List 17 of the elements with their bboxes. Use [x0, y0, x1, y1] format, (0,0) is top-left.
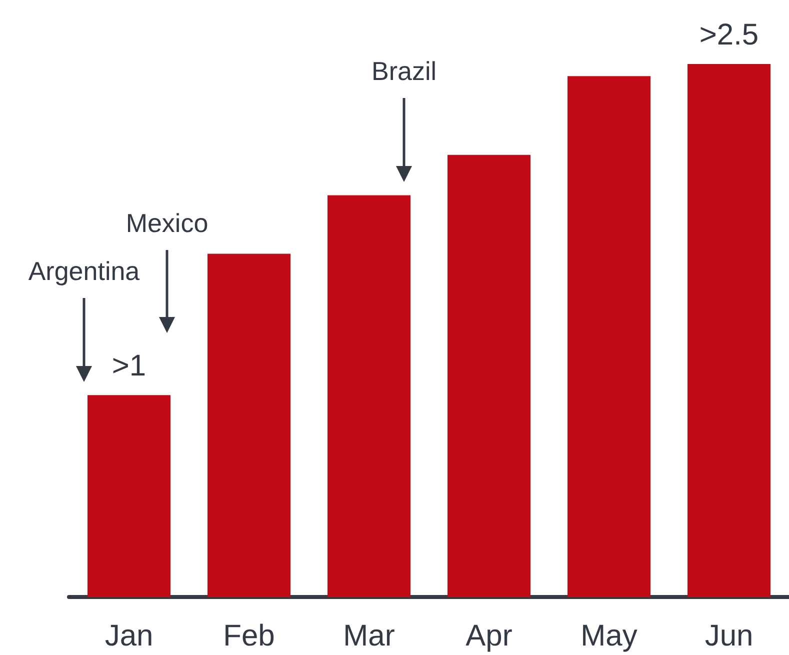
x-tick-label: Feb: [223, 620, 275, 652]
annotation: Brazil: [371, 56, 437, 86]
bar: [208, 254, 290, 597]
bar: [448, 154, 530, 597]
x-tick-label: Jun: [704, 620, 754, 652]
data-label: >2.5: [699, 18, 759, 52]
annotation: Argentina: [28, 256, 140, 286]
bar: [568, 76, 650, 597]
data-label: >1: [112, 350, 146, 383]
x-tick-label: May: [580, 620, 638, 652]
annotation: Mexico: [126, 208, 208, 238]
bar: [88, 395, 170, 597]
x-tick-label: Jan: [104, 620, 154, 652]
bar: [688, 64, 770, 597]
x-tick-label: Apr: [466, 620, 512, 652]
bar: [328, 195, 410, 597]
x-tick-label: Mar: [343, 620, 395, 652]
